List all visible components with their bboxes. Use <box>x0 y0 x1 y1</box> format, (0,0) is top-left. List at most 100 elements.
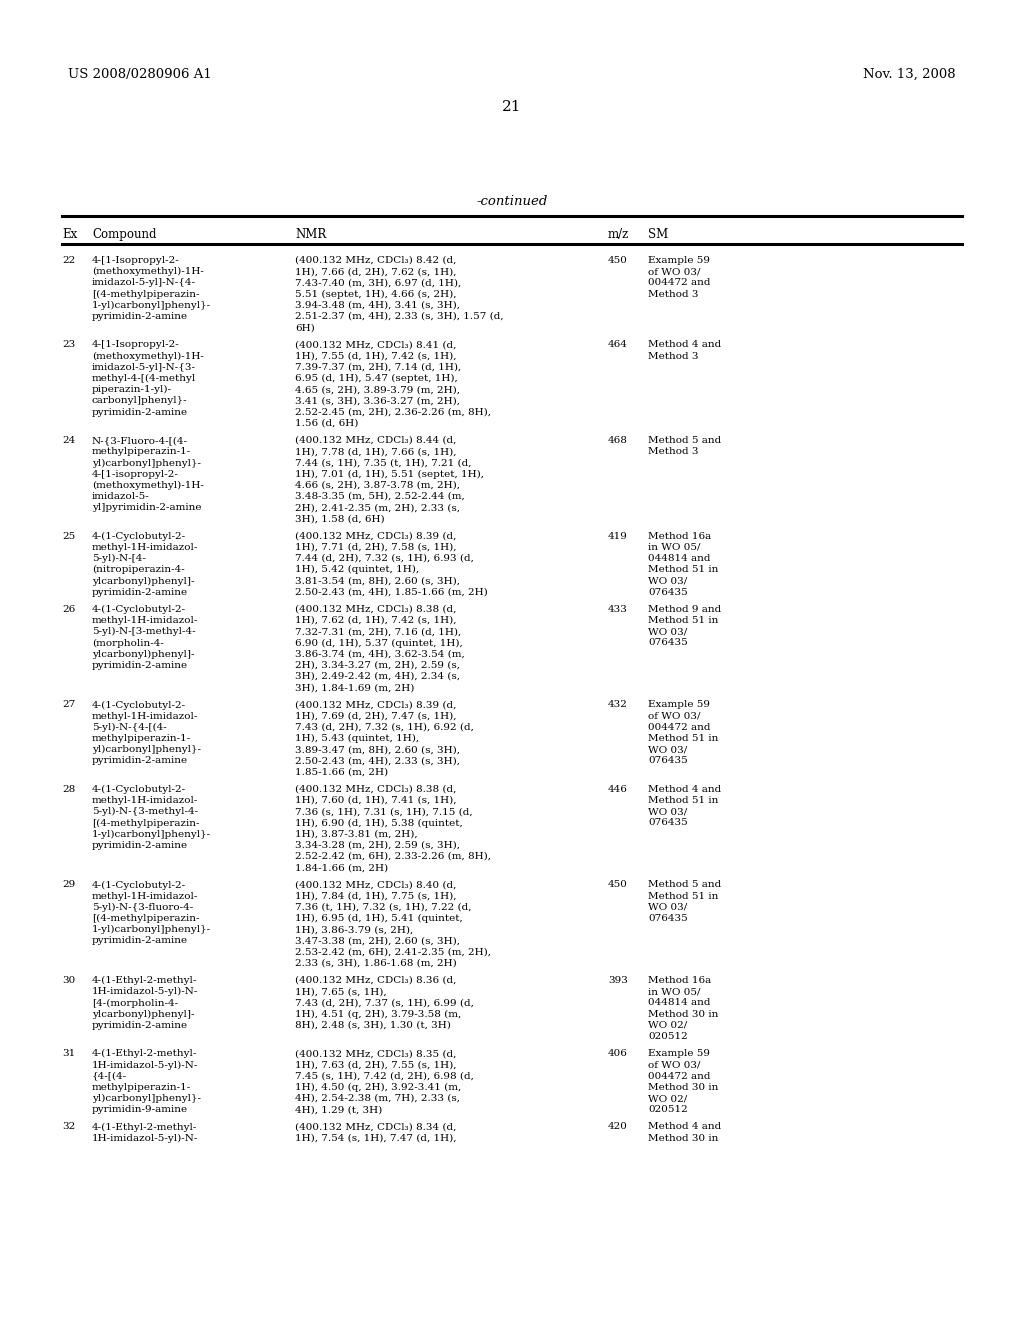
Text: Method 16a: Method 16a <box>648 532 712 541</box>
Text: 7.45 (s, 1H), 7.42 (d, 2H), 6.98 (d,: 7.45 (s, 1H), 7.42 (d, 2H), 6.98 (d, <box>295 1072 474 1081</box>
Text: ylcarbonyl)phenyl]-: ylcarbonyl)phenyl]- <box>92 577 195 586</box>
Text: 1.56 (d, 6H): 1.56 (d, 6H) <box>295 418 358 428</box>
Text: Method 30 in: Method 30 in <box>648 1082 719 1092</box>
Text: 1H), 7.84 (d, 1H), 7.75 (s, 1H),: 1H), 7.84 (d, 1H), 7.75 (s, 1H), <box>295 891 457 900</box>
Text: 7.43 (d, 2H), 7.32 (s, 1H), 6.92 (d,: 7.43 (d, 2H), 7.32 (s, 1H), 6.92 (d, <box>295 723 474 731</box>
Text: 1H), 3.86-3.79 (s, 2H),: 1H), 3.86-3.79 (s, 2H), <box>295 925 414 935</box>
Text: 5-yl)-N-{3-methyl-4-: 5-yl)-N-{3-methyl-4- <box>92 808 198 816</box>
Text: 28: 28 <box>62 785 75 793</box>
Text: Method 4 and: Method 4 and <box>648 785 721 793</box>
Text: 020512: 020512 <box>648 1105 688 1114</box>
Text: ylcarbonyl)phenyl]-: ylcarbonyl)phenyl]- <box>92 1010 195 1019</box>
Text: 26: 26 <box>62 605 75 614</box>
Text: 6H): 6H) <box>295 323 314 333</box>
Text: Method 30 in: Method 30 in <box>648 1010 719 1019</box>
Text: (nitropiperazin-4-: (nitropiperazin-4- <box>92 565 184 574</box>
Text: 004472 and: 004472 and <box>648 723 711 731</box>
Text: (400.132 MHz, CDCl₃) 8.42 (d,: (400.132 MHz, CDCl₃) 8.42 (d, <box>295 256 457 265</box>
Text: (400.132 MHz, CDCl₃) 8.39 (d,: (400.132 MHz, CDCl₃) 8.39 (d, <box>295 701 457 709</box>
Text: NMR: NMR <box>295 228 327 242</box>
Text: pyrimidin-2-amine: pyrimidin-2-amine <box>92 936 188 945</box>
Text: 4-(1-Cyclobutyl-2-: 4-(1-Cyclobutyl-2- <box>92 785 186 793</box>
Text: methylpiperazin-1-: methylpiperazin-1- <box>92 447 191 457</box>
Text: 3.47-3.38 (m, 2H), 2.60 (s, 3H),: 3.47-3.38 (m, 2H), 2.60 (s, 3H), <box>295 936 460 945</box>
Text: US 2008/0280906 A1: US 2008/0280906 A1 <box>68 69 212 81</box>
Text: 4.66 (s, 2H), 3.87-3.78 (m, 2H),: 4.66 (s, 2H), 3.87-3.78 (m, 2H), <box>295 480 460 490</box>
Text: 468: 468 <box>608 436 628 445</box>
Text: 1H), 6.90 (d, 1H), 5.38 (quintet,: 1H), 6.90 (d, 1H), 5.38 (quintet, <box>295 818 463 828</box>
Text: yl)carbonyl]phenyl}-: yl)carbonyl]phenyl}- <box>92 458 201 467</box>
Text: (400.132 MHz, CDCl₃) 8.44 (d,: (400.132 MHz, CDCl₃) 8.44 (d, <box>295 436 457 445</box>
Text: 1H), 7.78 (d, 1H), 7.66 (s, 1H),: 1H), 7.78 (d, 1H), 7.66 (s, 1H), <box>295 447 457 457</box>
Text: (morpholin-4-: (morpholin-4- <box>92 639 164 648</box>
Text: 1H), 3.87-3.81 (m, 2H),: 1H), 3.87-3.81 (m, 2H), <box>295 829 418 838</box>
Text: m/z: m/z <box>608 228 630 242</box>
Text: (400.132 MHz, CDCl₃) 8.34 (d,: (400.132 MHz, CDCl₃) 8.34 (d, <box>295 1122 457 1131</box>
Text: 5-yl)-N-{4-[(4-: 5-yl)-N-{4-[(4- <box>92 723 167 731</box>
Text: 3.86-3.74 (m, 4H), 3.62-3.54 (m,: 3.86-3.74 (m, 4H), 3.62-3.54 (m, <box>295 649 465 659</box>
Text: 004472 and: 004472 and <box>648 279 711 288</box>
Text: 020512: 020512 <box>648 1032 688 1041</box>
Text: 7.44 (s, 1H), 7.35 (t, 1H), 7.21 (d,: 7.44 (s, 1H), 7.35 (t, 1H), 7.21 (d, <box>295 458 471 467</box>
Text: of WO 03/: of WO 03/ <box>648 267 700 276</box>
Text: 4-(1-Cyclobutyl-2-: 4-(1-Cyclobutyl-2- <box>92 880 186 890</box>
Text: pyrimidin-9-amine: pyrimidin-9-amine <box>92 1105 188 1114</box>
Text: 4-[1-Isopropyl-2-: 4-[1-Isopropyl-2- <box>92 256 180 265</box>
Text: Method 51 in: Method 51 in <box>648 616 719 624</box>
Text: 4-(1-Ethyl-2-methyl-: 4-(1-Ethyl-2-methyl- <box>92 1122 198 1131</box>
Text: Method 4 and: Method 4 and <box>648 1122 721 1131</box>
Text: 30: 30 <box>62 975 75 985</box>
Text: Method 3: Method 3 <box>648 351 698 360</box>
Text: 044814 and: 044814 and <box>648 998 711 1007</box>
Text: 446: 446 <box>608 785 628 793</box>
Text: 1H), 7.65 (s, 1H),: 1H), 7.65 (s, 1H), <box>295 987 387 997</box>
Text: 1H), 7.71 (d, 2H), 7.58 (s, 1H),: 1H), 7.71 (d, 2H), 7.58 (s, 1H), <box>295 543 457 552</box>
Text: 1-yl)carbonyl]phenyl}-: 1-yl)carbonyl]phenyl}- <box>92 301 211 310</box>
Text: 7.36 (t, 1H), 7.32 (s, 1H), 7.22 (d,: 7.36 (t, 1H), 7.32 (s, 1H), 7.22 (d, <box>295 903 471 912</box>
Text: Example 59: Example 59 <box>648 701 710 709</box>
Text: 1H), 7.63 (d, 2H), 7.55 (s, 1H),: 1H), 7.63 (d, 2H), 7.55 (s, 1H), <box>295 1060 457 1069</box>
Text: 3H), 1.58 (d, 6H): 3H), 1.58 (d, 6H) <box>295 515 385 524</box>
Text: pyrimidin-2-amine: pyrimidin-2-amine <box>92 661 188 669</box>
Text: 1H), 7.54 (s, 1H), 7.47 (d, 1H),: 1H), 7.54 (s, 1H), 7.47 (d, 1H), <box>295 1134 457 1143</box>
Text: WO 02/: WO 02/ <box>648 1094 687 1104</box>
Text: pyrimidin-2-amine: pyrimidin-2-amine <box>92 756 188 766</box>
Text: Nov. 13, 2008: Nov. 13, 2008 <box>863 69 956 81</box>
Text: 4-(1-Ethyl-2-methyl-: 4-(1-Ethyl-2-methyl- <box>92 975 198 985</box>
Text: (400.132 MHz, CDCl₃) 8.36 (d,: (400.132 MHz, CDCl₃) 8.36 (d, <box>295 975 457 985</box>
Text: 2H), 3.34-3.27 (m, 2H), 2.59 (s,: 2H), 3.34-3.27 (m, 2H), 2.59 (s, <box>295 661 460 669</box>
Text: 4-(1-Cyclobutyl-2-: 4-(1-Cyclobutyl-2- <box>92 701 186 710</box>
Text: Example 59: Example 59 <box>648 1049 710 1059</box>
Text: 3.81-3.54 (m, 8H), 2.60 (s, 3H),: 3.81-3.54 (m, 8H), 2.60 (s, 3H), <box>295 577 460 585</box>
Text: 7.36 (s, 1H), 7.31 (s, 1H), 7.15 (d,: 7.36 (s, 1H), 7.31 (s, 1H), 7.15 (d, <box>295 808 473 816</box>
Text: WO 03/: WO 03/ <box>648 903 687 912</box>
Text: ylcarbonyl)phenyl]-: ylcarbonyl)phenyl]- <box>92 649 195 659</box>
Text: WO 03/: WO 03/ <box>648 808 687 816</box>
Text: Example 59: Example 59 <box>648 256 710 265</box>
Text: (400.132 MHz, CDCl₃) 8.38 (d,: (400.132 MHz, CDCl₃) 8.38 (d, <box>295 785 457 793</box>
Text: 1H-imidazol-5-yl)-N-: 1H-imidazol-5-yl)-N- <box>92 1134 199 1143</box>
Text: imidazol-5-: imidazol-5- <box>92 492 150 502</box>
Text: 7.43 (d, 2H), 7.37 (s, 1H), 6.99 (d,: 7.43 (d, 2H), 7.37 (s, 1H), 6.99 (d, <box>295 998 474 1007</box>
Text: WO 03/: WO 03/ <box>648 746 687 754</box>
Text: 076435: 076435 <box>648 913 688 923</box>
Text: 1-yl)carbonyl]phenyl}-: 1-yl)carbonyl]phenyl}- <box>92 829 211 838</box>
Text: 450: 450 <box>608 256 628 265</box>
Text: 4-(1-Cyclobutyl-2-: 4-(1-Cyclobutyl-2- <box>92 532 186 541</box>
Text: pyrimidin-2-amine: pyrimidin-2-amine <box>92 312 188 321</box>
Text: yl]pyrimidin-2-amine: yl]pyrimidin-2-amine <box>92 503 202 512</box>
Text: of WO 03/: of WO 03/ <box>648 711 700 721</box>
Text: methyl-1H-imidazol-: methyl-1H-imidazol- <box>92 796 199 805</box>
Text: 8H), 2.48 (s, 3H), 1.30 (t, 3H): 8H), 2.48 (s, 3H), 1.30 (t, 3H) <box>295 1020 451 1030</box>
Text: pyrimidin-2-amine: pyrimidin-2-amine <box>92 841 188 850</box>
Text: (400.132 MHz, CDCl₃) 8.39 (d,: (400.132 MHz, CDCl₃) 8.39 (d, <box>295 532 457 541</box>
Text: 076435: 076435 <box>648 818 688 828</box>
Text: 450: 450 <box>608 880 628 890</box>
Text: Method 51 in: Method 51 in <box>648 891 719 900</box>
Text: 464: 464 <box>608 341 628 350</box>
Text: -continued: -continued <box>476 195 548 209</box>
Text: carbonyl]phenyl}-: carbonyl]phenyl}- <box>92 396 187 405</box>
Text: in WO 05/: in WO 05/ <box>648 543 700 552</box>
Text: 2.53-2.42 (m, 6H), 2.41-2.35 (m, 2H),: 2.53-2.42 (m, 6H), 2.41-2.35 (m, 2H), <box>295 948 490 957</box>
Text: imidazol-5-yl]-N-{4-: imidazol-5-yl]-N-{4- <box>92 279 196 288</box>
